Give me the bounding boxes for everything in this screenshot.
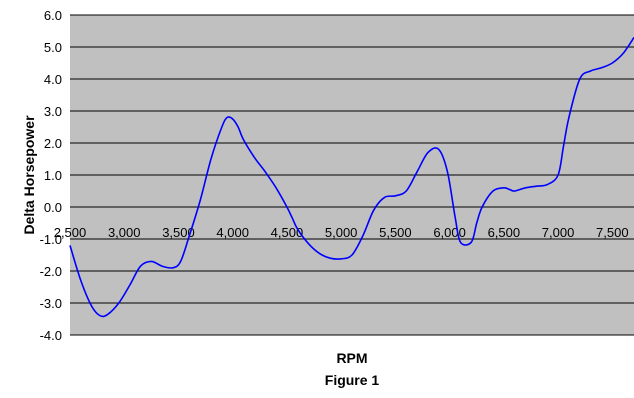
x-tick-label: 3,000 [108, 225, 141, 240]
grid-lines [70, 14, 634, 336]
x-tick-label: 6,500 [488, 225, 521, 240]
y-tick-label: 0.0 [44, 200, 62, 215]
y-axis-title: Delta Horsepower [21, 115, 37, 235]
y-tick-label: 6.0 [44, 8, 62, 23]
y-tick-label: 4.0 [44, 72, 62, 87]
y-tick-label: 2.0 [44, 136, 62, 151]
x-tick-label: 5,000 [325, 225, 358, 240]
x-tick-label: 4,000 [216, 225, 249, 240]
y-axis-ticks: -4.0 -3.0 -2.0 -1.0 0.0 1.0 2.0 3.0 4.0 5.0 6.0 [40, 8, 62, 343]
y-tick-label: 1.0 [44, 168, 62, 183]
x-axis-title: RPM [336, 350, 367, 366]
y-tick-label: -1.0 [40, 232, 62, 247]
y-tick-label: -2.0 [40, 264, 62, 279]
x-tick-label: 7,000 [542, 225, 575, 240]
y-tick-label: 5.0 [44, 40, 62, 55]
x-tick-label: 4,500 [271, 225, 304, 240]
x-tick-label: 6,000 [433, 225, 466, 240]
x-tick-label: 5,500 [379, 225, 412, 240]
series-line [69, 36, 634, 318]
y-tick-label: 3.0 [44, 104, 62, 119]
series-layer [69, 36, 634, 318]
x-tick-label: 3,500 [162, 225, 195, 240]
x-tick-label: 7,500 [596, 225, 629, 240]
figure-caption: Figure 1 [325, 372, 380, 388]
x-axis-ticks: 2,500 3,000 3,500 4,000 4,500 5,000 5,500 6,000… [54, 225, 629, 240]
x-tick-label: 2,500 [54, 225, 87, 240]
y-tick-label: -3.0 [40, 296, 62, 311]
y-tick-label: -4.0 [40, 328, 62, 343]
